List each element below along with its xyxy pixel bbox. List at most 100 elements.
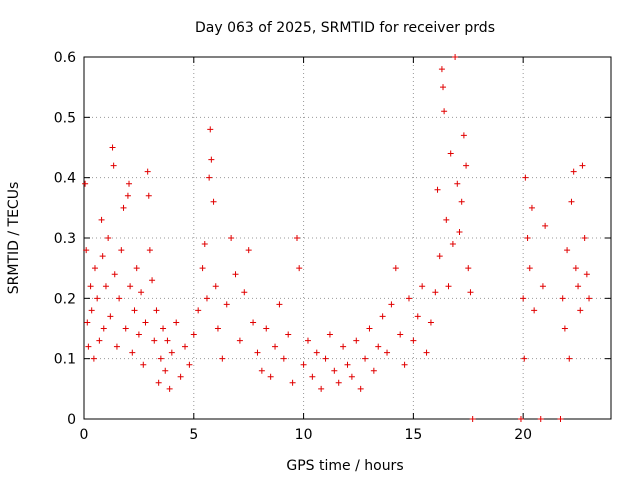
data-point bbox=[206, 174, 213, 181]
data-point bbox=[384, 349, 391, 356]
x-axis-ticks: 0 5 10 15 20 bbox=[80, 57, 532, 443]
data-point bbox=[122, 325, 129, 332]
data-point bbox=[190, 331, 197, 338]
data-point bbox=[401, 361, 408, 368]
y-axis-label: SRMTID / TECUs bbox=[6, 182, 22, 295]
data-point bbox=[186, 361, 193, 368]
data-point bbox=[568, 198, 575, 205]
x-tick-label: 15 bbox=[404, 427, 422, 443]
data-point bbox=[250, 319, 257, 326]
data-point bbox=[232, 271, 239, 278]
data-point bbox=[366, 325, 373, 332]
x-tick-label: 20 bbox=[514, 427, 532, 443]
data-point bbox=[140, 361, 147, 368]
data-point bbox=[177, 373, 184, 380]
data-point bbox=[521, 355, 528, 362]
data-point bbox=[438, 66, 445, 73]
y-tick-label: 0.5 bbox=[54, 110, 76, 126]
data-point bbox=[173, 319, 180, 326]
data-point bbox=[153, 307, 160, 314]
data-point bbox=[127, 283, 134, 290]
data-point bbox=[469, 416, 476, 422]
data-point bbox=[280, 355, 287, 362]
data-point bbox=[300, 361, 307, 368]
data-point bbox=[96, 337, 103, 344]
data-point bbox=[258, 367, 265, 374]
data-point bbox=[289, 379, 296, 386]
data-point bbox=[557, 416, 564, 422]
data-point bbox=[522, 174, 529, 181]
data-point bbox=[210, 198, 217, 205]
data-point bbox=[331, 367, 338, 374]
data-point bbox=[82, 180, 89, 187]
data-point bbox=[160, 325, 167, 332]
data-point bbox=[98, 216, 105, 223]
data-point bbox=[465, 265, 472, 272]
data-point bbox=[166, 385, 173, 392]
data-point bbox=[142, 319, 149, 326]
data-point bbox=[357, 385, 364, 392]
data-point bbox=[335, 379, 342, 386]
data-point bbox=[322, 355, 329, 362]
data-point bbox=[304, 337, 311, 344]
data-point bbox=[162, 367, 169, 374]
data-point bbox=[120, 204, 127, 211]
data-point bbox=[566, 355, 573, 362]
data-point bbox=[83, 247, 90, 254]
data-point bbox=[182, 343, 189, 350]
data-point bbox=[577, 307, 584, 314]
data-point bbox=[144, 168, 151, 175]
data-point bbox=[145, 192, 152, 199]
data-point bbox=[164, 337, 171, 344]
data-point bbox=[440, 84, 447, 91]
data-point bbox=[581, 235, 588, 241]
data-point bbox=[263, 325, 270, 332]
data-point bbox=[456, 228, 463, 235]
data-points bbox=[82, 54, 593, 422]
data-point bbox=[410, 337, 417, 344]
data-point bbox=[157, 355, 164, 362]
data-point bbox=[126, 180, 133, 187]
data-point bbox=[542, 222, 549, 229]
data-point bbox=[579, 162, 586, 169]
data-point bbox=[212, 283, 219, 290]
data-point bbox=[379, 313, 386, 320]
data-point bbox=[276, 301, 283, 308]
data-point bbox=[118, 247, 125, 254]
data-point bbox=[223, 301, 230, 308]
data-point bbox=[113, 343, 120, 350]
data-point bbox=[87, 283, 94, 290]
data-point bbox=[219, 355, 226, 362]
data-point bbox=[91, 265, 98, 272]
data-point bbox=[445, 283, 452, 290]
data-point bbox=[388, 301, 395, 308]
x-tick-label: 0 bbox=[80, 427, 89, 443]
data-point bbox=[419, 283, 426, 290]
data-point bbox=[309, 373, 316, 380]
data-point bbox=[454, 180, 461, 187]
data-point bbox=[149, 277, 156, 284]
data-point bbox=[467, 289, 474, 296]
data-point bbox=[537, 416, 544, 422]
data-point bbox=[326, 331, 333, 338]
data-point bbox=[254, 349, 261, 356]
data-point bbox=[109, 144, 116, 151]
data-point bbox=[353, 337, 360, 344]
data-point bbox=[131, 307, 138, 314]
data-point bbox=[203, 295, 210, 302]
y-tick-label: 0 bbox=[67, 412, 76, 428]
data-point bbox=[531, 307, 538, 314]
x-tick-label: 10 bbox=[295, 427, 313, 443]
data-point bbox=[133, 265, 140, 272]
data-point bbox=[564, 247, 571, 254]
data-point bbox=[370, 367, 377, 374]
data-point bbox=[575, 283, 582, 290]
data-point bbox=[135, 331, 142, 338]
data-point bbox=[208, 156, 215, 163]
data-point bbox=[348, 373, 355, 380]
data-point bbox=[201, 241, 208, 248]
data-point bbox=[228, 235, 235, 241]
data-point bbox=[397, 331, 404, 338]
data-point bbox=[449, 241, 456, 248]
data-point bbox=[84, 319, 91, 326]
